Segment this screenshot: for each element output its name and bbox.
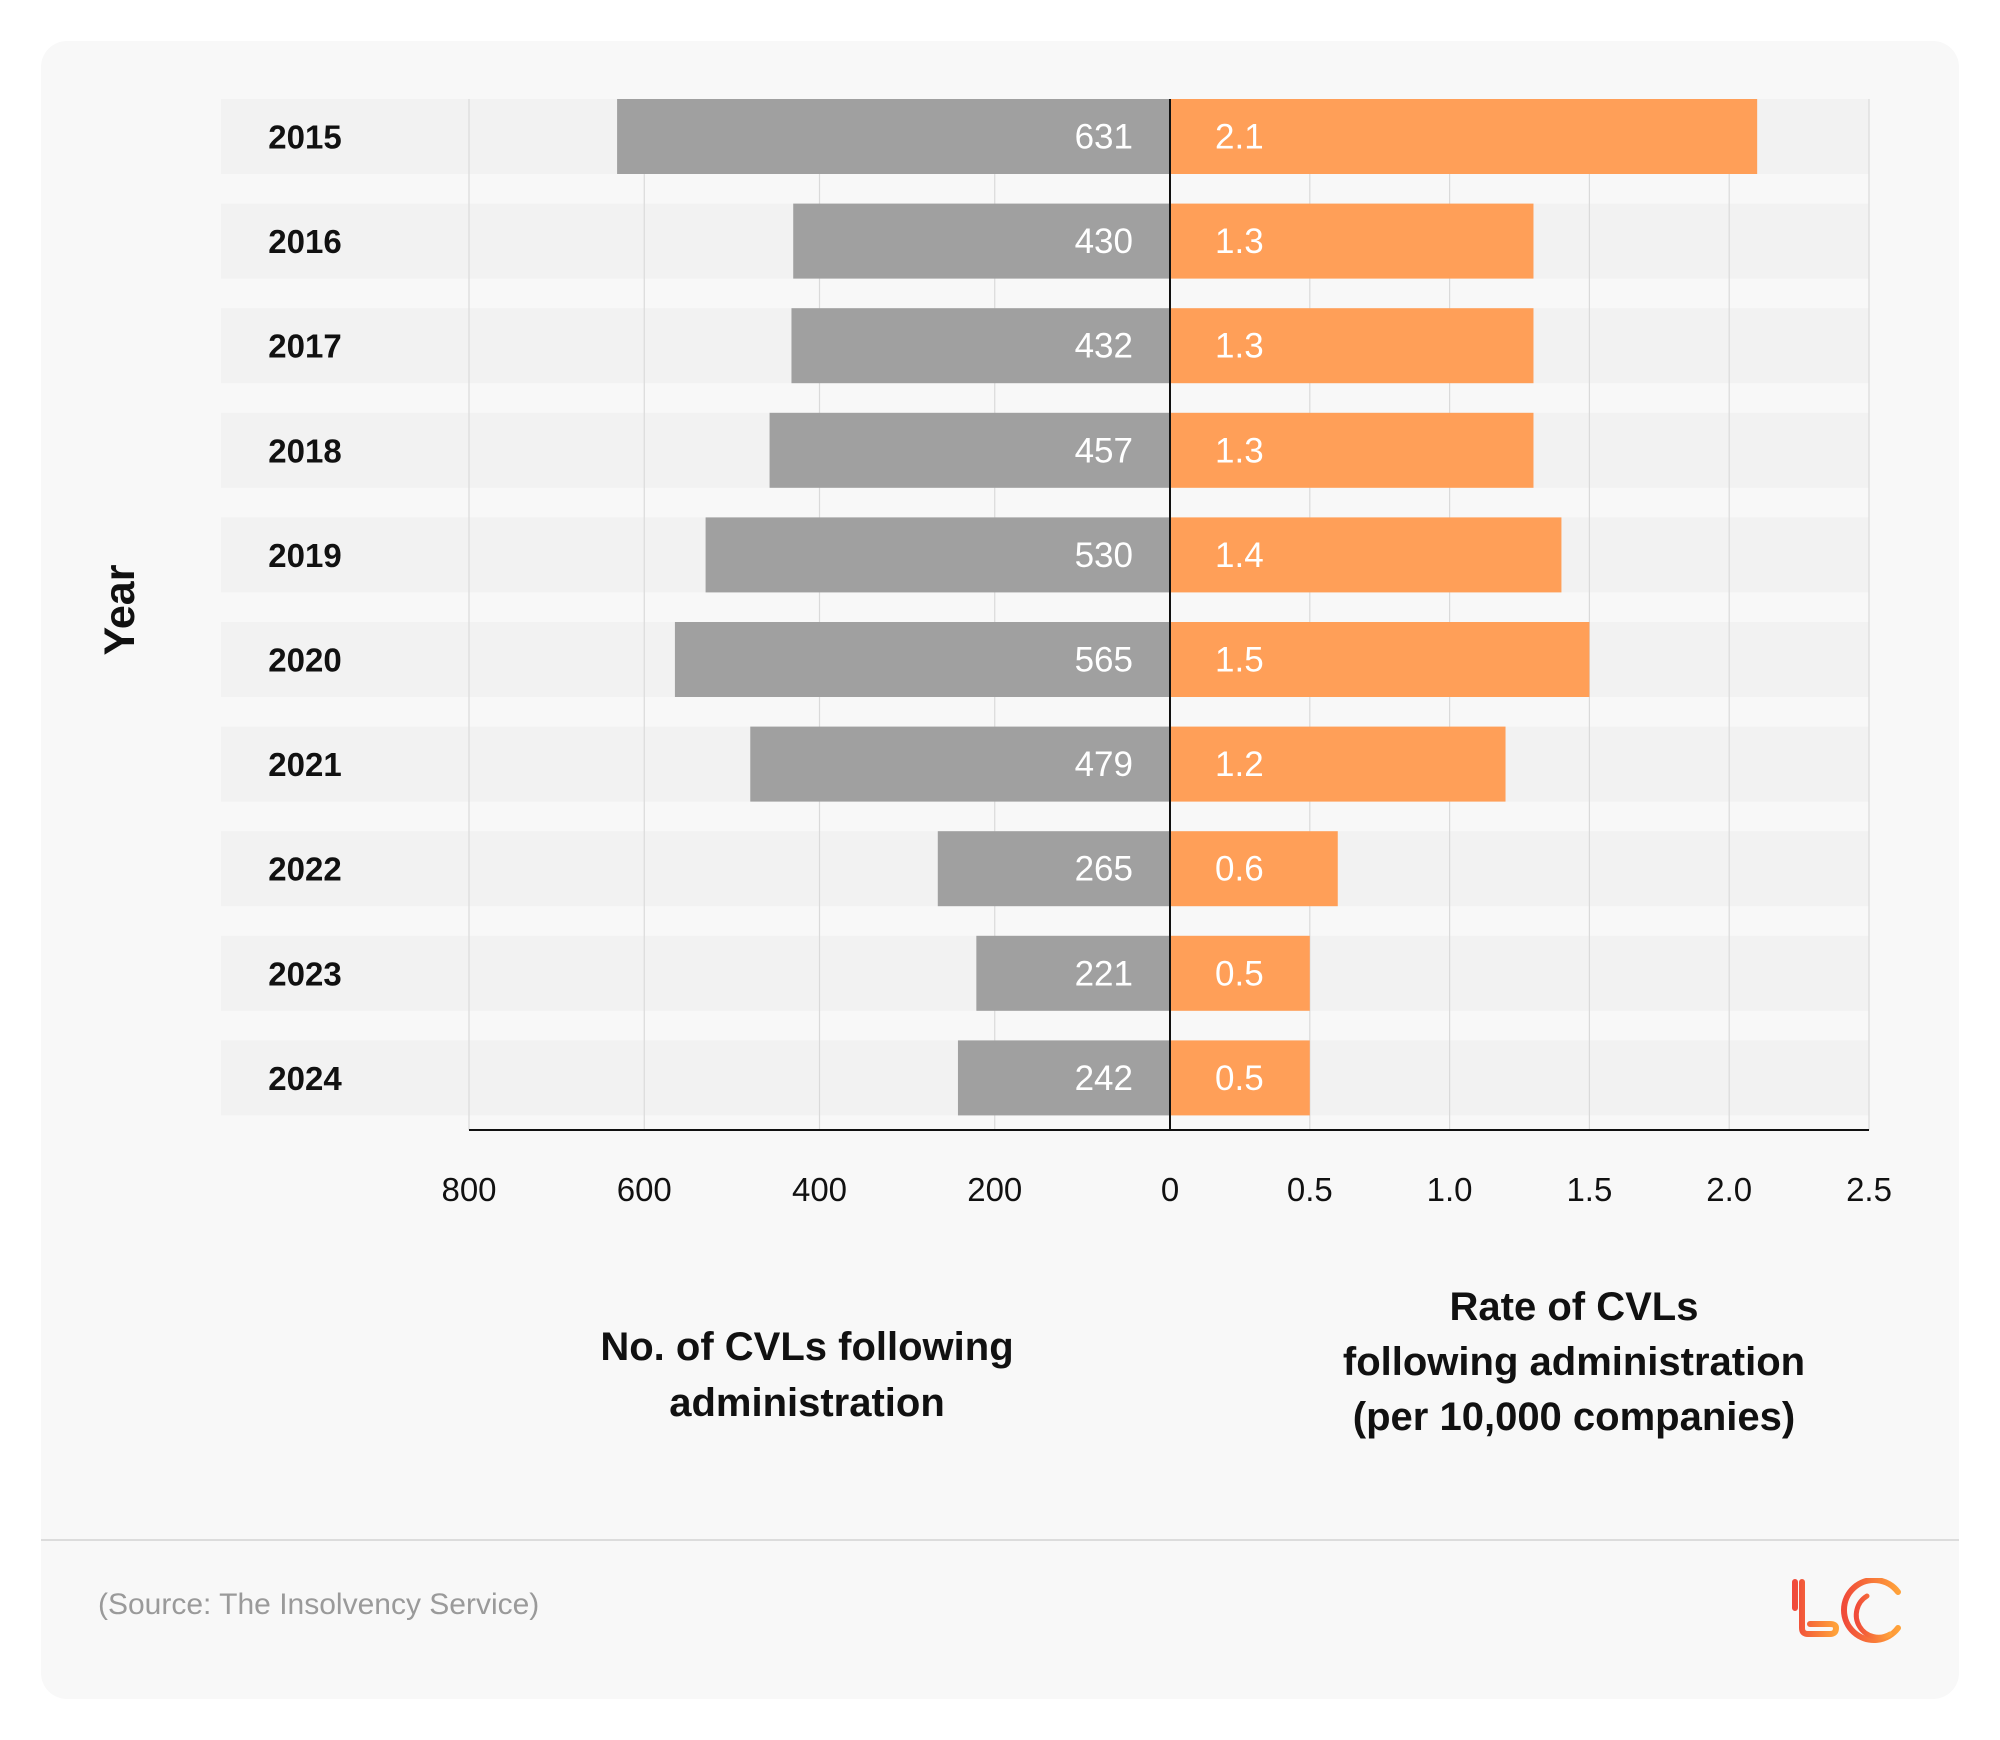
x-tick-label: 400 bbox=[792, 1171, 847, 1208]
count-value-label: 631 bbox=[1075, 118, 1133, 157]
year-label: 2019 bbox=[268, 537, 341, 574]
rate-value-label: 0.5 bbox=[1215, 1059, 1264, 1098]
year-label: 2021 bbox=[268, 746, 341, 783]
y-axis-title: Year bbox=[96, 564, 144, 655]
rate-value-label: 0.5 bbox=[1215, 954, 1264, 993]
x-tick-label: 800 bbox=[441, 1171, 496, 1208]
rate-value-label: 1.3 bbox=[1215, 327, 1264, 366]
rate-bar bbox=[1170, 203, 1534, 279]
count-bar bbox=[791, 308, 1170, 384]
right-axis-title: Rate of CVLs bbox=[1450, 1285, 1699, 1329]
rate-bar bbox=[1170, 726, 1506, 802]
count-bar bbox=[705, 517, 1170, 593]
count-bar bbox=[750, 726, 1170, 802]
left-axis-title: No. of CVLs following bbox=[600, 1325, 1013, 1369]
rate-bar bbox=[1170, 622, 1590, 697]
year-label: 2022 bbox=[268, 851, 341, 888]
rate-bar bbox=[1170, 517, 1562, 593]
count-value-label: 265 bbox=[1075, 850, 1133, 889]
count-value-label: 432 bbox=[1075, 327, 1133, 366]
count-value-label: 530 bbox=[1075, 536, 1133, 575]
rate-bar bbox=[1170, 1040, 1310, 1116]
year-label: 2024 bbox=[268, 1060, 342, 1097]
rate-bar bbox=[1170, 935, 1310, 1011]
x-tick-label: 0 bbox=[1161, 1171, 1179, 1208]
rate-bar bbox=[1170, 308, 1534, 384]
footer-divider bbox=[41, 1539, 1959, 1541]
x-tick-label: 0.5 bbox=[1287, 1171, 1333, 1208]
count-bar bbox=[769, 412, 1170, 488]
x-tick-label: 600 bbox=[617, 1171, 672, 1208]
rate-value-label: 1.4 bbox=[1215, 536, 1264, 575]
rate-value-label: 1.5 bbox=[1215, 641, 1264, 680]
x-tick-label: 2.0 bbox=[1706, 1171, 1752, 1208]
rate-bar bbox=[1170, 412, 1534, 488]
lc-logo bbox=[1792, 1578, 1901, 1643]
rate-value-label: 0.6 bbox=[1215, 850, 1264, 889]
year-label: 2020 bbox=[268, 642, 341, 679]
year-label: 2017 bbox=[268, 328, 341, 365]
year-label: 2015 bbox=[268, 119, 341, 156]
count-bar bbox=[957, 1040, 1170, 1116]
count-bar bbox=[674, 622, 1170, 697]
rate-bar bbox=[1170, 831, 1338, 907]
left-axis-title: administration bbox=[669, 1381, 945, 1425]
x-tick-label: 1.0 bbox=[1427, 1171, 1473, 1208]
count-value-label: 479 bbox=[1075, 745, 1133, 784]
count-value-label: 221 bbox=[1075, 954, 1133, 993]
x-tick-label: 200 bbox=[967, 1171, 1022, 1208]
year-label: 2016 bbox=[268, 223, 341, 260]
count-bar bbox=[976, 935, 1170, 1011]
year-label: 2023 bbox=[268, 955, 341, 992]
count-value-label: 242 bbox=[1075, 1059, 1133, 1098]
right-axis-title: (per 10,000 companies) bbox=[1353, 1395, 1795, 1439]
rate-value-label: 2.1 bbox=[1215, 118, 1264, 157]
rate-bar bbox=[1170, 99, 1758, 174]
count-value-label: 565 bbox=[1075, 641, 1133, 680]
right-axis-title: following administration bbox=[1343, 1340, 1805, 1384]
x-tick-label: 2.5 bbox=[1846, 1171, 1892, 1208]
rate-value-label: 1.2 bbox=[1215, 745, 1264, 784]
count-value-label: 457 bbox=[1075, 431, 1133, 470]
x-tick-label: 1.5 bbox=[1566, 1171, 1612, 1208]
year-label: 2018 bbox=[268, 432, 341, 469]
rate-value-label: 1.3 bbox=[1215, 222, 1264, 261]
source-note: (Source: The Insolvency Service) bbox=[98, 1588, 540, 1621]
count-bar bbox=[617, 99, 1170, 174]
count-bar bbox=[937, 831, 1170, 907]
count-value-label: 430 bbox=[1075, 222, 1133, 261]
rate-value-label: 1.3 bbox=[1215, 431, 1264, 470]
count-bar bbox=[793, 203, 1170, 279]
